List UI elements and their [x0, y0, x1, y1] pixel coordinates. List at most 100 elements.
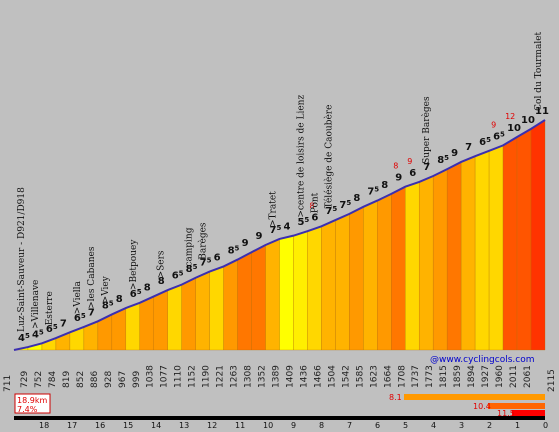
- grade-label: 45: [18, 332, 30, 344]
- km-tick-label: 7: [347, 421, 352, 430]
- grade-label: 9: [242, 238, 249, 249]
- grade-label: 65: [172, 270, 184, 282]
- km-tick-label: 3: [459, 421, 464, 430]
- altitude-value: 1542: [341, 365, 351, 388]
- profile-segment: [293, 231, 308, 351]
- altitude-value: 784: [48, 371, 58, 388]
- profile-segment: [321, 219, 336, 351]
- profile-segment: [307, 226, 322, 351]
- altitude-value: 1389: [272, 365, 282, 388]
- grade-label: 7: [88, 307, 95, 318]
- grade-label: 8: [116, 294, 123, 305]
- km-tick-label: 10: [263, 421, 273, 430]
- altitude-value: 1110: [174, 365, 184, 388]
- distance-label: 18.9km: [17, 396, 47, 405]
- place-label: Télésiège de Caoubère: [323, 105, 334, 209]
- altitude-value: 1708: [397, 365, 407, 388]
- place-label: >Sers: [157, 250, 167, 278]
- profile-segment: [474, 150, 490, 351]
- altitude-value: 1623: [369, 365, 379, 388]
- grade-label: 8: [381, 180, 388, 191]
- profile-fill: [13, 119, 546, 351]
- steep-section-value: 11.5: [497, 409, 515, 418]
- peak-grade-label: 12: [505, 112, 515, 121]
- place-label: >Tratet: [269, 191, 279, 227]
- altitude-value: 967: [118, 371, 128, 388]
- grade-label: 85: [186, 263, 198, 275]
- profile-segment: [391, 186, 406, 351]
- profile-segment: [153, 289, 168, 351]
- profile-segment: [433, 168, 448, 351]
- grade-label: 75: [325, 205, 337, 217]
- km-tick-label: 4: [431, 421, 436, 430]
- profile-segment: [516, 128, 532, 351]
- place-label: Col du Tourmalet: [534, 31, 544, 110]
- profile-segment: [265, 238, 280, 351]
- grade-label: 75: [200, 257, 212, 269]
- summary-box: [14, 393, 51, 414]
- grade-label: 65: [74, 312, 86, 324]
- profile-segment: [377, 193, 392, 351]
- altitude-table: 729 752 784 819 852 886 928 967 999 1038 1077 1110 1…: [3, 365, 557, 392]
- grade-label: 75: [270, 224, 282, 236]
- peak-grade-label: 9: [491, 120, 496, 129]
- steep-section-value: 10.4: [473, 402, 491, 411]
- profile-segment: [181, 277, 196, 351]
- grade-label: 65: [479, 136, 491, 148]
- grade-label: 75: [367, 186, 379, 198]
- km-tick-label: 14: [151, 421, 161, 430]
- profile-segment: [195, 271, 210, 351]
- altitude-value: 1773: [425, 365, 435, 388]
- altitude-value: 729: [20, 371, 30, 388]
- profile-segment: [167, 284, 182, 351]
- altitude-value: 1308: [244, 365, 254, 388]
- profile-segment: [530, 119, 546, 351]
- place-label: Barèges: [198, 222, 209, 260]
- altitude-value: 1927: [481, 365, 491, 388]
- site-credit: @www.cyclingcols.com: [430, 355, 534, 365]
- altitude-value: 1960: [495, 365, 505, 388]
- grade-label: 75: [339, 199, 351, 211]
- grade-label: 65: [46, 323, 58, 335]
- km-axis-bar: [14, 416, 545, 420]
- km-tick-label: 13: [179, 421, 189, 430]
- altitude-value: 1190: [202, 365, 212, 388]
- grade-label: 7: [60, 318, 67, 329]
- profile-segment: [223, 259, 238, 351]
- km-tick-label: 8: [319, 421, 324, 430]
- km-tick-label: 15: [123, 421, 133, 430]
- peak-grade-label: 9: [407, 157, 412, 166]
- grade-label: 45: [32, 328, 44, 340]
- profile-segment: [447, 161, 462, 351]
- altitude-value: 1436: [299, 365, 309, 388]
- place-label: >Viella: [73, 280, 83, 314]
- profile-segment: [125, 302, 140, 351]
- profile-segment: [488, 145, 504, 351]
- altitude-value: 1815: [439, 365, 449, 388]
- altitude-value: 1352: [258, 365, 268, 388]
- km-tick-label: 12: [207, 421, 217, 430]
- altitude-value: 1152: [188, 365, 198, 388]
- profile-segment: [502, 136, 518, 351]
- altitude-value: 1038: [146, 365, 156, 388]
- place-label: Super Barèges: [421, 96, 432, 164]
- grade-label: 85: [437, 154, 449, 166]
- place-label: >centre de loisirs de Lienz: [296, 95, 306, 218]
- grade-label: 85: [102, 299, 114, 311]
- altitude-value: 1585: [355, 365, 365, 388]
- altitude-value: 1664: [383, 365, 393, 388]
- grade-label: 7: [423, 162, 430, 173]
- profile-segment: [209, 266, 224, 351]
- km-tick-label: 11: [235, 421, 245, 430]
- steep-section-bar: [488, 403, 545, 409]
- grade-label: 8: [144, 282, 151, 293]
- altitude-value: 752: [34, 371, 44, 388]
- altitude-value: 2061: [523, 365, 533, 388]
- profile-segment: [139, 296, 154, 351]
- grade-label: 6: [311, 212, 318, 223]
- profile-segment: [405, 181, 420, 351]
- km-tick-label: 6: [375, 421, 380, 430]
- grade-label: 6: [214, 252, 221, 263]
- grade-label: 10: [507, 123, 521, 134]
